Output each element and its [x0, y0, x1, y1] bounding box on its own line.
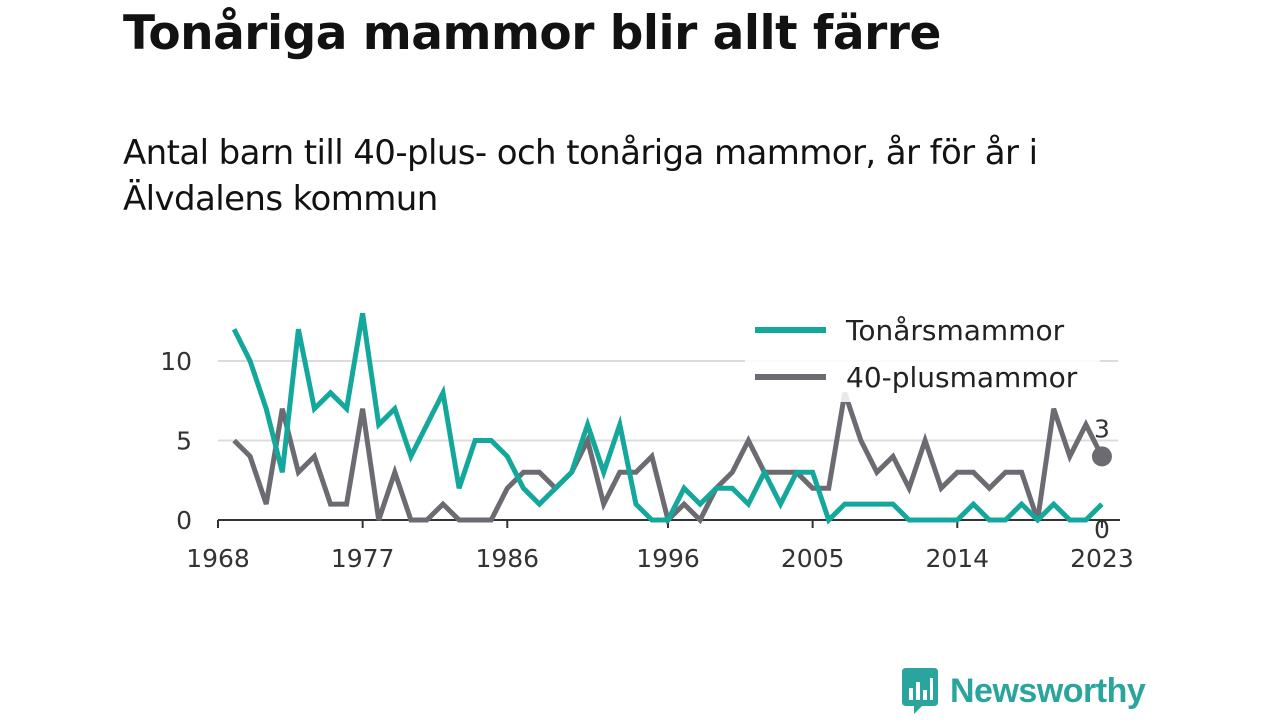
- series-lines: [231, 312, 1105, 525]
- legend-background: [745, 306, 1100, 402]
- x-tick-label: 1986: [475, 544, 539, 573]
- x-tick-label: 2005: [781, 544, 845, 573]
- end-label-40plus: 3: [1094, 414, 1110, 443]
- series-line-1: [232, 392, 1105, 525]
- x-tick-label: 2014: [925, 544, 989, 573]
- y-axis: 0 5 10: [160, 347, 192, 535]
- x-tick-label: 1968: [186, 544, 250, 573]
- x-tick-label: 2023: [1070, 544, 1134, 573]
- legend-label: Tonårsmammor: [845, 314, 1065, 347]
- y-tick-label: 10: [160, 347, 192, 376]
- end-label-teen: 0: [1094, 515, 1110, 544]
- x-tick-label: 1996: [636, 544, 700, 573]
- legend-label: 40-plusmammor: [846, 361, 1078, 394]
- x-axis: 1968 1977 1986 1996 2005 2014 2023: [186, 519, 1134, 573]
- chart-title: Tonåriga mammor blir allt färre: [123, 6, 941, 61]
- brand-name: Newsworthy: [950, 671, 1146, 710]
- end-labels: 30: [1091, 414, 1112, 544]
- y-tick-label: 0: [176, 506, 192, 535]
- end-marker-40plus: [1091, 446, 1112, 467]
- legend: Tonårsmammor 40-plusmammor: [745, 306, 1100, 402]
- chart-subtitle: Antal barn till 40-plus- och tonåriga ma…: [123, 133, 1038, 219]
- x-tick-label: 1977: [331, 544, 395, 573]
- y-tick-label: 5: [176, 427, 192, 456]
- newsworthy-logo-icon: [902, 668, 938, 714]
- series-line-0: [231, 312, 1104, 525]
- brand-logo: Newsworthy: [900, 668, 1146, 714]
